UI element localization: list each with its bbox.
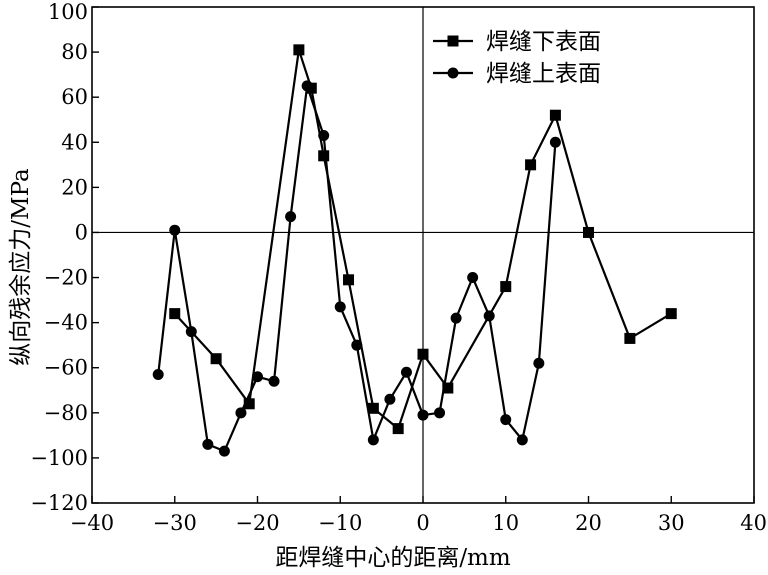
y-tick-label: 20 [61, 175, 88, 199]
series-1 [169, 44, 677, 435]
legend-item: 焊缝下表面 [433, 29, 601, 55]
legend-marker [447, 67, 459, 79]
data-point [525, 159, 537, 171]
x-tick-label: 10 [492, 511, 519, 535]
data-point [400, 366, 412, 378]
y-tick-label: 60 [61, 85, 88, 109]
data-point [285, 211, 297, 223]
y-tick-label: 80 [61, 40, 88, 64]
x-tick-label: 40 [740, 511, 767, 535]
data-point [392, 423, 404, 435]
data-point [169, 308, 181, 320]
data-point [169, 224, 181, 236]
y-axis-title: 纵向残余应力/MPa [8, 168, 34, 366]
data-point [301, 80, 313, 92]
x-tick-label: −30 [153, 511, 197, 535]
data-point [665, 308, 677, 320]
data-point [442, 382, 454, 394]
data-point [218, 445, 230, 457]
y-tick-label: −80 [44, 401, 88, 425]
data-point [318, 150, 330, 162]
data-point [483, 310, 495, 322]
x-tick-label: 0 [416, 511, 429, 535]
y-tick-label: −60 [44, 356, 88, 380]
legend-marker [447, 35, 459, 47]
data-point [533, 357, 545, 369]
x-tick-label: −10 [318, 511, 362, 535]
data-point [318, 130, 330, 142]
data-point [252, 371, 263, 383]
series-group [152, 44, 677, 457]
x-tick-label: −40 [70, 511, 114, 535]
y-tick-label: −100 [30, 446, 88, 470]
data-point [243, 398, 255, 410]
x-tick-label: 20 [575, 511, 602, 535]
data-point [351, 339, 363, 351]
data-point [268, 375, 280, 387]
data-point [549, 109, 561, 121]
legend-item: 焊缝上表面 [433, 61, 601, 87]
y-tick-label: 100 [48, 0, 88, 24]
data-point [516, 434, 528, 446]
legend-label: 焊缝下表面 [486, 29, 601, 55]
data-point [210, 353, 222, 365]
data-point [367, 434, 379, 446]
data-point [235, 407, 247, 419]
x-tick-label: −20 [235, 511, 279, 535]
axes: −40 −30 −20 −10 0 10 20 30 40100806040200−20−40−… [30, 0, 767, 535]
data-point [500, 414, 512, 426]
series-2 [152, 80, 561, 457]
data-point [500, 281, 512, 293]
data-point [549, 136, 561, 148]
data-point [334, 301, 346, 313]
data-point [293, 44, 305, 56]
legend-label: 焊缝上表面 [486, 61, 601, 87]
data-point [185, 326, 197, 338]
data-point [434, 407, 446, 419]
data-point [152, 368, 164, 380]
data-point [343, 274, 355, 286]
y-tick-label: 0 [75, 220, 88, 244]
y-tick-label: −20 [44, 266, 88, 290]
data-point [202, 438, 214, 450]
data-point [624, 332, 636, 344]
x-tick-label: 30 [658, 511, 685, 535]
data-point [417, 409, 429, 421]
y-tick-label: −120 [30, 491, 88, 515]
data-point [417, 348, 429, 360]
data-point [583, 226, 594, 238]
data-point [467, 272, 479, 284]
data-point [450, 312, 462, 324]
y-tick-label: −40 [44, 311, 88, 335]
data-point [367, 402, 379, 414]
data-point [384, 393, 396, 405]
series-line [157, 84, 557, 453]
y-tick-label: 40 [61, 130, 88, 154]
x-axis-title: 距焊缝中心的距离/mm [275, 545, 511, 571]
